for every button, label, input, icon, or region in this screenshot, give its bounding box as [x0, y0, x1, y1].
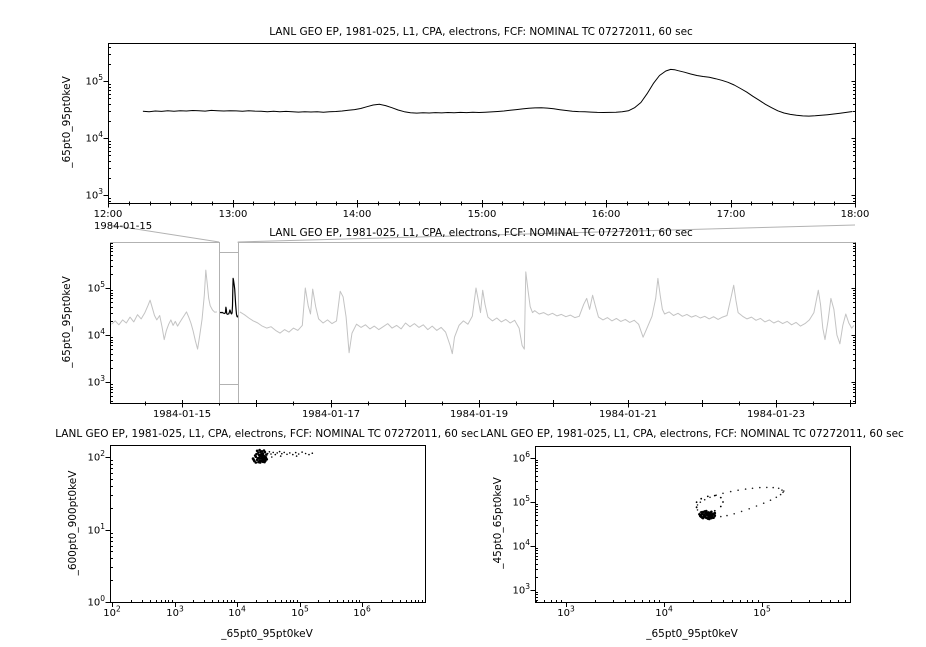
- scatter-600-900-plot-area[interactable]: [110, 445, 425, 602]
- zoom-connector-right: [237, 224, 856, 243]
- context-overview-decoration: [109, 224, 856, 243]
- y-tick-label: 101: [87, 522, 105, 537]
- scatter-right-title: LANL GEO EP, 1981-025, L1, CPA, electron…: [480, 428, 904, 440]
- scatter-45-65-plot-area[interactable]: [535, 446, 850, 602]
- y-tick-label: 102: [87, 449, 105, 464]
- top-panel-title: LANL GEO EP, 1981-025, L1, CPA, electron…: [269, 26, 693, 38]
- x-tick-label: 15:00: [468, 209, 497, 220]
- context-date-label: 1984-01-15: [94, 221, 153, 232]
- y-tick-label: 105: [87, 280, 105, 295]
- top-panel-y-axis-label: _65pt0_95pt0keV: [61, 76, 73, 168]
- y-tick-label: 103: [512, 582, 530, 597]
- x-tick-label: 1984-01-17: [302, 409, 360, 420]
- scatter-left-title: LANL GEO EP, 1981-025, L1, CPA, electron…: [55, 428, 479, 440]
- zoom-connector-left: [109, 224, 220, 243]
- scatter-600-900-series-trail: [266, 450, 314, 458]
- overview-panel-title: LANL GEO EP, 1981-025, L1, CPA, electron…: [269, 227, 693, 239]
- context-overview-plot-area[interactable]: [110, 242, 855, 403]
- scatter-45-65-series-dense-cluster: [698, 509, 717, 521]
- context-overview-series-full-range-context: [111, 269, 217, 350]
- top-timeseries-series-electron-flux-65-95keV: [142, 68, 853, 117]
- y-tick-label: 103: [85, 187, 103, 202]
- scatter-45-65-series-inner-loop: [695, 494, 724, 516]
- y-tick-label: 105: [85, 73, 103, 88]
- x-tick-label: 17:00: [717, 209, 746, 220]
- y-tick-label: 105: [512, 494, 530, 509]
- x-tick-label: 1984-01-19: [450, 409, 508, 420]
- context-overview-series-full-range-context: [239, 271, 855, 355]
- selection-box[interactable]: [219, 242, 239, 403]
- scatter-right-x-axis-label: _65pt0_95pt0keV: [646, 628, 738, 640]
- scatter-left-y-axis-label: _600pt0_900pt0keV: [67, 470, 79, 576]
- x-tick-label: 1984-01-23: [747, 409, 805, 420]
- scatter-right-y-axis-label: _45pt0_65pt0keV: [492, 477, 504, 569]
- x-tick-label: 12:00: [94, 209, 123, 220]
- x-tick-label: 1984-01-21: [599, 409, 657, 420]
- scatter-left-x-axis-label: _65pt0_95pt0keV: [221, 628, 313, 640]
- y-tick-label: 104: [512, 538, 530, 553]
- y-tick-label: 103: [87, 374, 105, 389]
- scatter-600-900-series-dense-cluster: [251, 448, 269, 464]
- x-tick-label: 1984-01-15: [153, 409, 211, 420]
- context-overview-series-highlighted-interval: [219, 277, 239, 318]
- y-tick-label: 106: [512, 450, 530, 465]
- x-tick-label: 14:00: [343, 209, 372, 220]
- top-timeseries-panel: 103 104 105 12:00 13:00 14:00 15:00 16:00 17:00 1…: [85, 43, 869, 220]
- overview-y-axis-label: _65pt0_95pt0keV: [61, 276, 73, 368]
- x-tick-label: 16:00: [592, 209, 621, 220]
- y-tick-label: 104: [85, 130, 103, 145]
- top-timeseries-plot-area[interactable]: [108, 43, 855, 203]
- context-overview-panel: 103 104 105 1984-01-15 1984-01-17 1984-01-19 1…: [87, 242, 856, 420]
- y-tick-label: 100: [87, 594, 105, 609]
- x-tick-label: 18:00: [841, 209, 870, 220]
- y-tick-label: 104: [87, 327, 105, 342]
- x-tick-label: 13:00: [219, 209, 248, 220]
